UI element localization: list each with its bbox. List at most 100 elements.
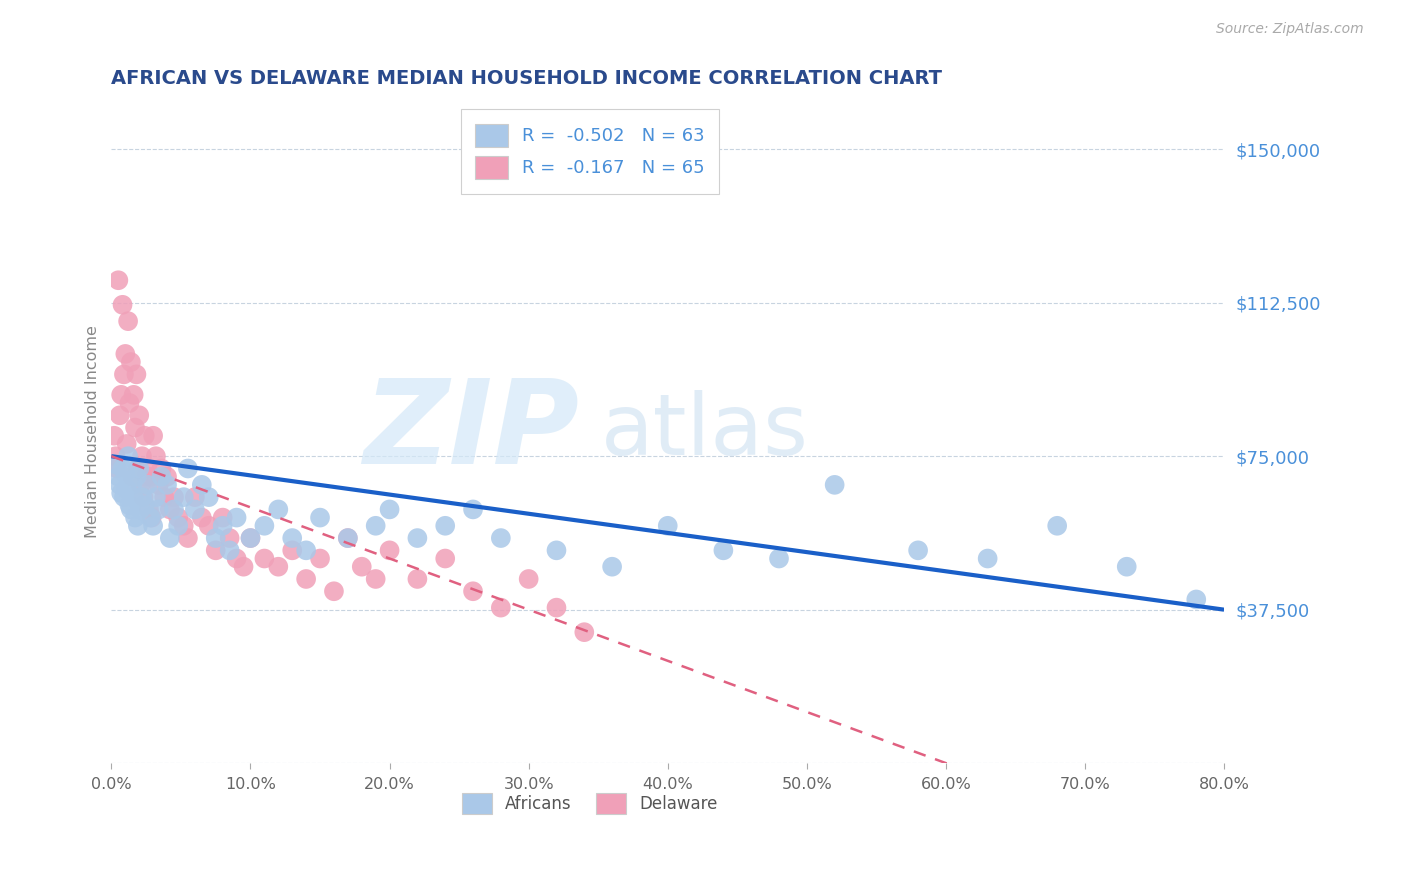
Point	[657, 518, 679, 533]
Point	[115, 437, 138, 451]
Point	[129, 478, 152, 492]
Point	[461, 502, 484, 516]
Point	[1115, 559, 1137, 574]
Point	[184, 490, 207, 504]
Point	[111, 298, 134, 312]
Point	[138, 502, 160, 516]
Point	[148, 478, 170, 492]
Point	[159, 531, 181, 545]
Y-axis label: Median Household Income: Median Household Income	[86, 326, 100, 538]
Point	[546, 543, 568, 558]
Point	[378, 502, 401, 516]
Point	[141, 510, 163, 524]
Point	[768, 551, 790, 566]
Point	[239, 531, 262, 545]
Point	[142, 518, 165, 533]
Point	[117, 449, 139, 463]
Point	[211, 518, 233, 533]
Point	[218, 543, 240, 558]
Point	[336, 531, 359, 545]
Point	[574, 625, 596, 640]
Point	[336, 531, 359, 545]
Point	[153, 490, 176, 504]
Point	[127, 461, 149, 475]
Point	[124, 510, 146, 524]
Point	[120, 355, 142, 369]
Point	[148, 502, 170, 516]
Point	[139, 469, 162, 483]
Point	[517, 572, 540, 586]
Point	[104, 458, 127, 472]
Legend: Africans, Delaware: Africans, Delaware	[456, 787, 725, 822]
Point	[156, 478, 179, 492]
Point	[163, 502, 186, 516]
Point	[600, 559, 623, 574]
Point	[167, 518, 190, 533]
Point	[145, 449, 167, 463]
Point	[111, 461, 134, 475]
Point	[281, 531, 304, 545]
Point	[112, 490, 135, 504]
Point	[309, 551, 332, 566]
Point	[177, 531, 200, 545]
Point	[163, 490, 186, 504]
Point	[114, 466, 136, 480]
Point	[461, 584, 484, 599]
Point	[108, 409, 131, 423]
Point	[364, 572, 387, 586]
Point	[108, 478, 131, 492]
Point	[232, 559, 254, 574]
Point	[104, 449, 127, 463]
Point	[129, 502, 152, 516]
Point	[145, 490, 167, 504]
Point	[128, 409, 150, 423]
Point	[139, 510, 162, 524]
Point	[184, 502, 207, 516]
Point	[112, 368, 135, 382]
Point	[546, 600, 568, 615]
Point	[107, 273, 129, 287]
Text: ZIP: ZIP	[363, 374, 579, 489]
Point	[295, 543, 318, 558]
Point	[211, 510, 233, 524]
Point	[142, 429, 165, 443]
Point	[711, 543, 734, 558]
Point	[115, 482, 138, 496]
Point	[378, 543, 401, 558]
Point	[177, 461, 200, 475]
Point	[204, 531, 226, 545]
Point	[1046, 518, 1069, 533]
Point	[1185, 592, 1208, 607]
Point	[225, 510, 247, 524]
Point	[107, 469, 129, 483]
Point	[114, 347, 136, 361]
Point	[125, 368, 148, 382]
Point	[125, 469, 148, 483]
Point	[225, 551, 247, 566]
Point	[489, 531, 512, 545]
Text: atlas: atlas	[600, 390, 808, 473]
Point	[122, 490, 145, 504]
Point	[110, 388, 132, 402]
Point	[406, 572, 429, 586]
Point	[406, 531, 429, 545]
Point	[150, 469, 173, 483]
Point	[132, 490, 155, 504]
Point	[364, 518, 387, 533]
Point	[197, 518, 219, 533]
Point	[110, 486, 132, 500]
Point	[295, 572, 318, 586]
Point	[907, 543, 929, 558]
Point	[197, 490, 219, 504]
Point	[267, 559, 290, 574]
Point	[117, 314, 139, 328]
Point	[131, 449, 153, 463]
Point	[131, 490, 153, 504]
Point	[434, 518, 457, 533]
Point	[150, 461, 173, 475]
Point	[253, 518, 276, 533]
Point	[350, 559, 373, 574]
Point	[204, 543, 226, 558]
Point	[120, 502, 142, 516]
Point	[167, 510, 190, 524]
